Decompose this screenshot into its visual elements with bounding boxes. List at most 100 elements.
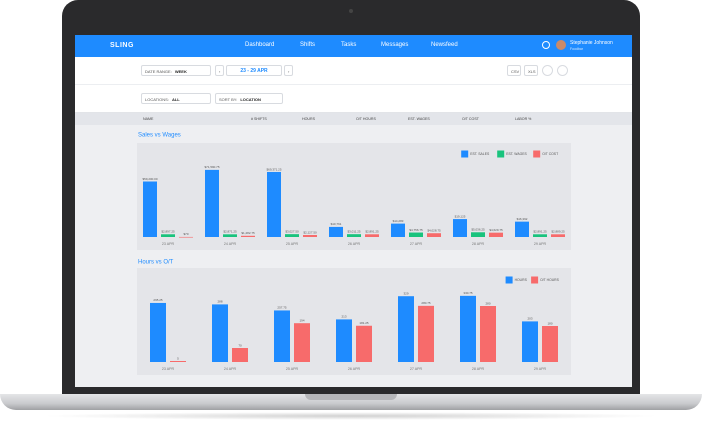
bar [471,232,485,237]
camera [349,9,353,13]
bar [418,305,434,362]
data-label: $2,891.25 [533,230,547,234]
user-name[interactable]: Stephanie Johnson [570,40,613,46]
column-header[interactable]: EST. WAGES [408,117,430,121]
label: LOCATIONS: [145,97,169,102]
data-label: $3,011.25 [347,229,360,233]
legend-swatch [461,150,469,158]
print-button[interactable] [542,65,553,76]
x-tick-label: 28 APR [472,242,485,246]
column-header[interactable]: HOURS [302,117,315,121]
nav-bar: SLING Dashboard Shifts Tasks Messages Ne… [75,35,632,57]
x-tick-label: 23 APR [162,367,175,371]
nav-item[interactable]: Tasks [341,42,357,48]
column-header[interactable]: NAME [143,117,154,121]
bar [170,361,186,362]
column-header[interactable]: O/T HOURS [356,117,376,121]
bar [274,310,290,362]
bar [542,326,558,362]
bar [409,232,423,237]
data-label: $59,200.00 [142,177,157,181]
avatar[interactable] [556,40,566,50]
settings-button[interactable] [557,65,568,76]
data-label: $5,036.25 [471,228,485,232]
data-label: $19,125 [455,214,466,218]
bar [427,233,441,237]
table-header: NAME # SHIFTS HOURS O/T HOURS EST. WAGES O/T … [75,113,632,125]
data-label: 194 [299,318,304,322]
data-label: $70 [183,232,188,236]
bar [241,235,255,237]
label: SORT BY: [219,97,238,102]
help-icon[interactable] [542,41,550,49]
laptop-notch [305,394,397,400]
legend-label: O/T COST [542,152,558,156]
chart-title: Sales vs Wages [138,133,181,139]
nav-item[interactable]: Shifts [300,42,316,48]
bar [303,235,317,237]
data-label: $1,282.75 [241,231,255,235]
export-button[interactable]: XLS [524,65,538,76]
shadow [40,412,662,420]
data-label: $69,371.25 [266,167,281,171]
column-header[interactable]: LABOR % [515,117,532,121]
data-label: 5 [177,356,179,360]
next-button[interactable]: › [284,65,293,76]
legend-swatch [497,150,505,158]
data-label: 330.75 [463,291,473,295]
brand[interactable]: SLING [110,42,134,49]
data-label: $3,027.50 [285,229,299,233]
data-label: $2,871.25 [223,230,237,234]
bar [223,234,237,237]
column-header[interactable]: O/T COST [462,117,479,121]
data-label: $10,761 [331,222,342,226]
bar [480,306,496,362]
sort-select[interactable]: SORT BY: LOCATION [215,93,283,104]
locations-select[interactable]: LOCATIONS: ALL [141,93,211,104]
data-label: $2,897.25 [161,230,175,234]
separator [75,84,632,85]
prev-button[interactable]: ‹ [215,65,224,76]
x-tick-label: 27 APR [410,242,423,246]
data-label: $14,283 [393,219,404,223]
legend-swatch [505,276,513,284]
data-label: 203 [527,317,532,321]
data-label: 213 [341,315,346,319]
bar [143,181,157,237]
nav-item[interactable]: Messages [381,42,409,48]
data-label: $2,889.25 [551,230,565,234]
data-label: $71,590.75 [204,165,219,169]
x-tick-label: 23 APR [162,242,175,246]
nav-item[interactable]: Newsfeed [431,42,458,48]
value: WEEK [174,69,187,74]
period[interactable]: 23 - 29 APR [226,65,282,76]
data-label: 257.75 [277,306,287,310]
chart-title: Hours vs O/T [138,260,174,266]
data-label: 280 [485,301,490,305]
bar [365,234,379,237]
data-label: 295.25 [153,298,163,302]
bar [267,171,281,237]
nav-item[interactable]: Dashboard [245,42,275,48]
filter-bar: DATE RANGE: WEEK ‹ 23 - 29 APR › CSV XLS … [75,57,632,113]
x-tick-label: 26 APR [348,367,361,371]
x-tick-label: 27 APR [410,367,423,371]
chart-panel [137,268,571,375]
bar [551,234,565,237]
data-label: 181.25 [359,321,369,325]
bar [329,226,343,237]
bar [347,234,361,237]
x-tick-label: 25 APR [286,242,299,246]
chart-panel [137,143,571,250]
bar [398,296,414,362]
bar [356,325,372,362]
export-button[interactable]: CSV [507,65,521,76]
column-header[interactable]: # SHIFTS [251,117,267,121]
laptop-base [0,394,702,410]
bar [489,232,503,237]
data-label: $2,127.50 [303,230,317,234]
bar [150,302,166,362]
date-range-select[interactable]: DATE RANGE: WEEK [141,65,211,76]
bar [205,169,219,237]
